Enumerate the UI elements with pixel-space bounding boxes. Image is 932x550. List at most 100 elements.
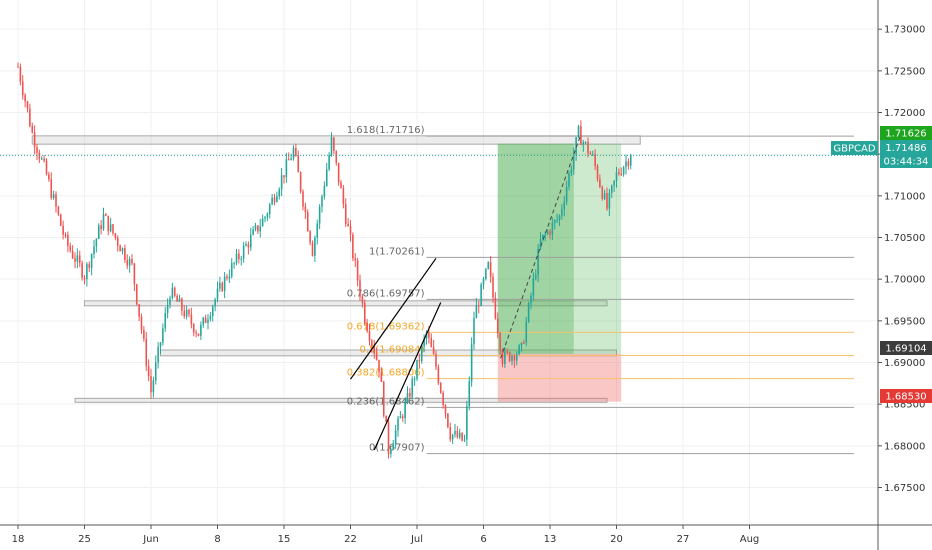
candle-body bbox=[323, 185, 326, 197]
candle-body bbox=[582, 142, 585, 145]
candle-body bbox=[86, 264, 88, 280]
price-tick-label[interactable]: 1.72500 bbox=[884, 66, 925, 77]
candle-body bbox=[596, 166, 599, 179]
candle-body bbox=[304, 206, 307, 213]
time-tick-label[interactable]: Jun bbox=[142, 534, 159, 545]
loss-zone[interactable] bbox=[497, 353, 622, 402]
candle-body bbox=[276, 196, 278, 202]
candle-body bbox=[565, 186, 568, 202]
candle-body bbox=[404, 402, 406, 419]
candle-body bbox=[247, 244, 250, 248]
fibonacci-retracement[interactable]: 1.618(1.71716) 1(1.70261) 0.786(1.69757) 0.… bbox=[347, 125, 854, 455]
time-tick-label[interactable]: Jul bbox=[410, 534, 423, 545]
candle-body bbox=[544, 234, 547, 236]
price-tick-label[interactable]: 1.73000 bbox=[884, 25, 925, 36]
time-tick-label[interactable]: 20 bbox=[610, 534, 623, 545]
candle-body bbox=[311, 242, 314, 256]
channel-lower-line[interactable] bbox=[373, 302, 442, 451]
candle-body bbox=[561, 209, 563, 216]
candle-body bbox=[466, 406, 468, 440]
candle-body bbox=[359, 280, 361, 297]
candle-body bbox=[456, 431, 459, 438]
time-tick-label[interactable]: 22 bbox=[344, 534, 357, 545]
candle-body bbox=[90, 254, 93, 268]
candle-body bbox=[74, 258, 76, 262]
candle-body bbox=[447, 413, 449, 428]
candle-body bbox=[216, 288, 219, 300]
time-tick-label[interactable]: 13 bbox=[544, 534, 557, 545]
candle-body bbox=[119, 245, 121, 252]
candle-body bbox=[499, 333, 501, 351]
candle-body bbox=[546, 231, 549, 235]
candle-body bbox=[352, 234, 354, 259]
trend-drawings[interactable] bbox=[0, 135, 878, 451]
long-position-tool[interactable] bbox=[497, 143, 622, 402]
symbol-label: GBPCAD bbox=[831, 141, 878, 155]
candle-body bbox=[428, 332, 430, 338]
candle-body bbox=[321, 196, 323, 207]
candle-body bbox=[31, 126, 34, 133]
price-tick-label[interactable]: 1.70500 bbox=[884, 233, 925, 244]
candle-body bbox=[361, 296, 364, 303]
candle-body bbox=[138, 304, 140, 317]
time-tick-label[interactable]: 27 bbox=[677, 534, 690, 545]
time-tick-label[interactable]: 15 bbox=[278, 534, 291, 545]
candle-body bbox=[494, 297, 497, 319]
candle-body bbox=[169, 298, 171, 306]
candle-body bbox=[354, 258, 357, 261]
candle-body bbox=[625, 161, 627, 168]
price-tick-label[interactable]: 1.70000 bbox=[884, 275, 925, 286]
candle-body bbox=[553, 220, 556, 223]
candle-body bbox=[116, 237, 119, 246]
price-tick-label[interactable]: 1.68000 bbox=[884, 441, 925, 452]
candle-body bbox=[71, 250, 74, 259]
time-tick-label[interactable]: Aug bbox=[740, 534, 760, 545]
price-tick-label[interactable]: 1.67500 bbox=[884, 483, 925, 494]
price-tick-label[interactable]: 1.69000 bbox=[884, 358, 925, 369]
candle-body bbox=[340, 182, 342, 189]
candle-body bbox=[534, 274, 537, 279]
candle-body bbox=[33, 132, 36, 148]
candle-body bbox=[36, 147, 38, 153]
candle-body bbox=[219, 282, 221, 289]
candle-body bbox=[59, 214, 62, 226]
price-tick-label[interactable]: 1.72000 bbox=[884, 108, 925, 119]
candle-body bbox=[21, 81, 24, 96]
price-tags: 1.71626 1.71486 03:44:34 GBPCAD 1.69104 … bbox=[831, 126, 932, 403]
price-tick-label[interactable]: 1.71000 bbox=[884, 191, 925, 202]
bar-countdown-text: 03:44:34 bbox=[884, 157, 929, 168]
channel-upper-line[interactable] bbox=[350, 257, 437, 380]
candle-body bbox=[430, 337, 433, 348]
candle-body bbox=[627, 161, 630, 166]
candle-body bbox=[397, 418, 399, 431]
candle-body bbox=[226, 276, 228, 279]
projection-dashed-line[interactable] bbox=[500, 135, 581, 359]
candle-body bbox=[38, 152, 41, 159]
time-tick-label[interactable]: 6 bbox=[480, 534, 486, 545]
profit-zone[interactable] bbox=[497, 143, 622, 354]
candle-body bbox=[143, 330, 145, 339]
candle-body bbox=[154, 362, 157, 381]
candle-body bbox=[378, 359, 380, 373]
price-tick-label[interactable]: 1.69500 bbox=[884, 316, 925, 327]
candle-body bbox=[19, 66, 22, 82]
fib-level-label: 0.236(1.68462) bbox=[347, 396, 425, 407]
candle-body bbox=[556, 219, 558, 221]
candle-body bbox=[316, 223, 319, 238]
price-tick-label[interactable]: 1.68500 bbox=[884, 400, 925, 411]
candle-body bbox=[333, 137, 335, 151]
time-tick-label[interactable]: 18 bbox=[12, 534, 25, 545]
candle-body bbox=[603, 193, 606, 199]
candle-body bbox=[413, 378, 416, 380]
candle-body bbox=[461, 432, 463, 441]
candle-body bbox=[575, 137, 577, 155]
candle-body bbox=[242, 245, 245, 259]
time-tick-label[interactable]: 25 bbox=[78, 534, 91, 545]
horizontal-zones bbox=[31, 135, 641, 403]
candle-body bbox=[112, 224, 114, 234]
candle-body bbox=[513, 355, 516, 361]
time-tick-label[interactable]: 8 bbox=[214, 534, 220, 545]
